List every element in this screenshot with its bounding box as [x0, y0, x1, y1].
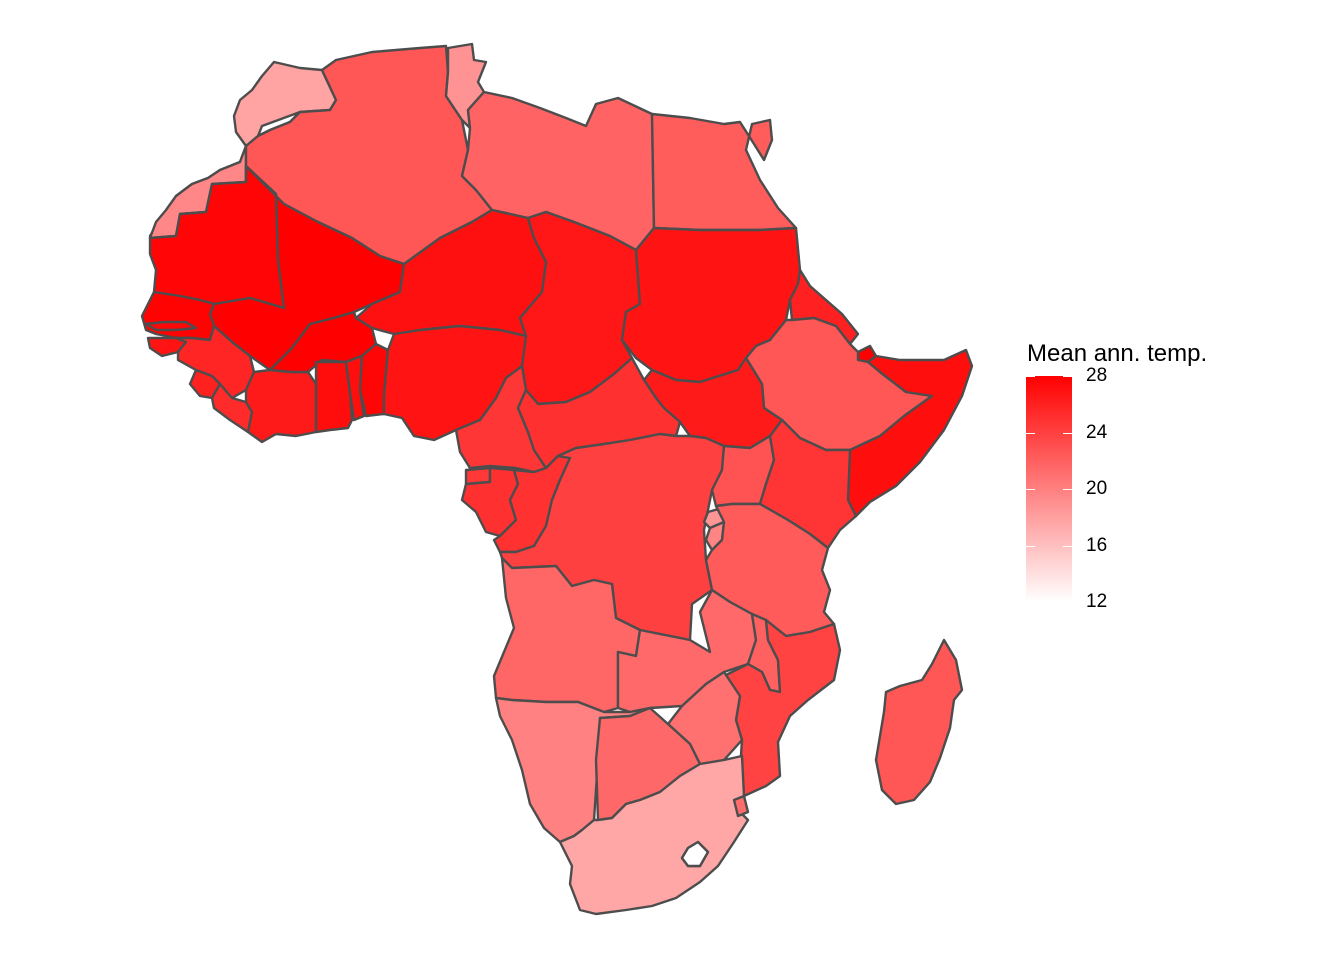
- legend-tick: [1063, 489, 1072, 490]
- legend-label: 12: [1086, 591, 1108, 612]
- legend-title: Mean ann. temp.: [1027, 340, 1208, 367]
- legend-label: 16: [1086, 534, 1108, 556]
- country-egypt: [650, 112, 798, 232]
- legend-tick: [1063, 545, 1072, 547]
- country-madagascar: [874, 638, 964, 806]
- legend-tick: [1063, 602, 1072, 603]
- legend-label: 28: [1086, 365, 1108, 386]
- legend-label: 24: [1086, 421, 1108, 443]
- country-guinea: [174, 324, 256, 400]
- legend-tick: [1063, 432, 1072, 434]
- legend-tick: [1026, 602, 1035, 603]
- country-kenya: [758, 418, 858, 550]
- country-eswatini: [732, 794, 750, 818]
- legend-tick: [1026, 432, 1035, 434]
- legend-body: 28 24 20 16 12: [1026, 365, 1207, 616]
- legend-tick: [1026, 545, 1035, 547]
- country-mauritania: [148, 164, 286, 310]
- legend-tick: [1026, 376, 1035, 377]
- legend-label: 20: [1086, 478, 1108, 499]
- country-burkina-faso: [268, 310, 378, 374]
- legend: Mean ann. temp. 28 24 20 16 12: [1026, 340, 1207, 616]
- country-gambia: [144, 320, 198, 332]
- country-somalia: [846, 348, 974, 518]
- country-lesotho: [680, 840, 710, 868]
- legend-tick: [1026, 489, 1035, 490]
- legend-tick: [1063, 376, 1072, 377]
- country-cote-d-ivoire: [244, 368, 318, 444]
